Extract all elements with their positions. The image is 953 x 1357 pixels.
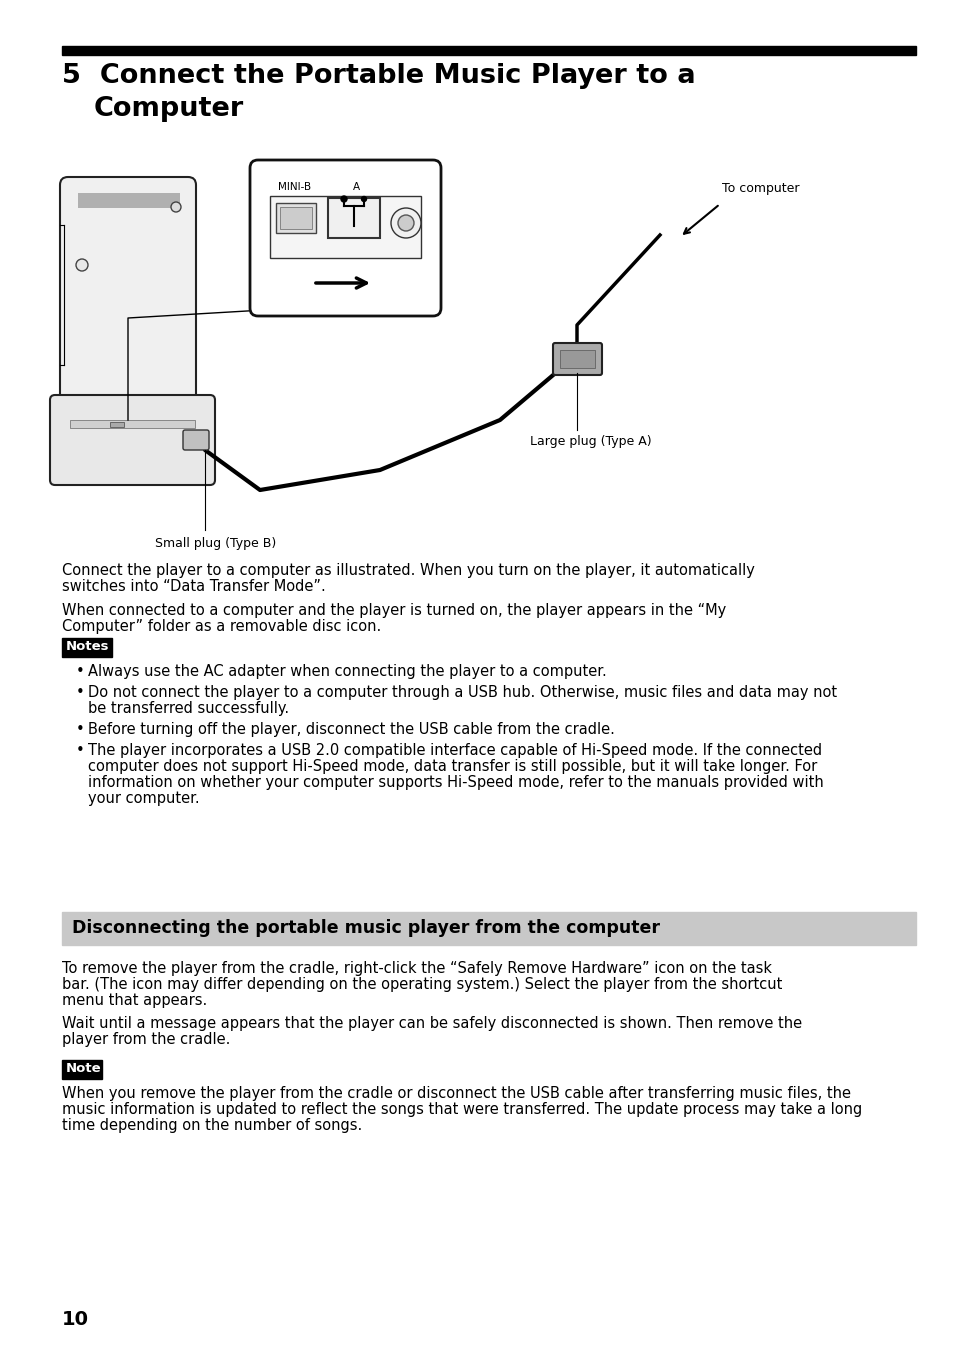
FancyBboxPatch shape [553, 343, 601, 375]
Text: Notes: Notes [66, 641, 110, 653]
Text: When you remove the player from the cradle or disconnect the USB cable after tra: When you remove the player from the crad… [62, 1086, 850, 1101]
Text: MINI-B: MINI-B [277, 182, 311, 191]
Text: Small plug (Type B): Small plug (Type B) [154, 537, 276, 550]
Bar [270, 195, 420, 258]
Bar [280, 208, 312, 229]
Text: To remove the player from the cradle, right-click the “Safely Remove Hardware” i: To remove the player from the cradle, ri… [62, 961, 771, 976]
Bar [275, 204, 315, 233]
Bar [328, 198, 379, 237]
Circle shape [391, 208, 420, 237]
Bar [62, 46, 915, 56]
Bar [110, 422, 124, 427]
Text: switches into “Data Transfer Mode”.: switches into “Data Transfer Mode”. [62, 579, 325, 594]
Text: information on whether your computer supports Hi-Speed mode, refer to the manual: information on whether your computer sup… [88, 775, 822, 790]
Text: •: • [76, 722, 85, 737]
Circle shape [397, 214, 414, 231]
Text: To computer: To computer [721, 182, 799, 195]
Bar [62, 912, 915, 944]
Text: Connect the player to a computer as illustrated. When you turn on the player, it: Connect the player to a computer as illu… [62, 563, 754, 578]
FancyBboxPatch shape [60, 176, 195, 423]
FancyBboxPatch shape [50, 395, 214, 484]
Text: player from the cradle.: player from the cradle. [62, 1033, 230, 1048]
Text: •: • [76, 744, 85, 759]
Text: music information is updated to reflect the songs that were transferred. The upd: music information is updated to reflect … [62, 1102, 862, 1117]
Text: Large plug (Type A): Large plug (Type A) [530, 436, 651, 448]
Text: •: • [76, 664, 85, 678]
Text: The player incorporates a USB 2.0 compatible interface capable of Hi-Speed mode.: The player incorporates a USB 2.0 compat… [88, 744, 821, 759]
Text: bar. (The icon may differ depending on the operating system.) Select the player : bar. (The icon may differ depending on t… [62, 977, 781, 992]
Text: 5  Connect the Portable Music Player to a: 5 Connect the Portable Music Player to a [62, 62, 695, 90]
Text: A: A [353, 182, 359, 191]
Circle shape [76, 259, 88, 271]
Text: Wait until a message appears that the player can be safely disconnected is shown: Wait until a message appears that the pl… [62, 1016, 801, 1031]
Text: Disconnecting the portable music player from the computer: Disconnecting the portable music player … [71, 919, 659, 936]
Text: be transferred successfully.: be transferred successfully. [88, 702, 289, 716]
Bar [559, 350, 595, 368]
Text: Computer” folder as a removable disc icon.: Computer” folder as a removable disc ico… [62, 619, 381, 634]
Text: •: • [76, 685, 85, 700]
Bar [78, 193, 180, 208]
Circle shape [361, 197, 366, 201]
Text: Before turning off the player, disconnect the USB cable from the cradle.: Before turning off the player, disconnec… [88, 722, 615, 737]
Text: 10: 10 [62, 1310, 89, 1329]
Text: When connected to a computer and the player is turned on, the player appears in : When connected to a computer and the pla… [62, 603, 725, 617]
Text: your computer.: your computer. [88, 791, 199, 806]
Text: time depending on the number of songs.: time depending on the number of songs. [62, 1118, 362, 1133]
Text: Do not connect the player to a computer through a USB hub. Otherwise, music file: Do not connect the player to a computer … [88, 685, 836, 700]
Bar [62, 638, 112, 657]
Bar [62, 1060, 102, 1079]
Circle shape [340, 195, 347, 202]
Text: Computer: Computer [94, 96, 244, 122]
Text: Always use the AC adapter when connecting the player to a computer.: Always use the AC adapter when connectin… [88, 664, 606, 678]
Text: computer does not support Hi-Speed mode, data transfer is still possible, but it: computer does not support Hi-Speed mode,… [88, 759, 817, 773]
FancyBboxPatch shape [183, 430, 209, 451]
Text: Note: Note [66, 1063, 102, 1075]
Text: menu that appears.: menu that appears. [62, 993, 207, 1008]
Circle shape [171, 202, 181, 212]
Bar [70, 421, 194, 427]
FancyBboxPatch shape [250, 160, 440, 316]
